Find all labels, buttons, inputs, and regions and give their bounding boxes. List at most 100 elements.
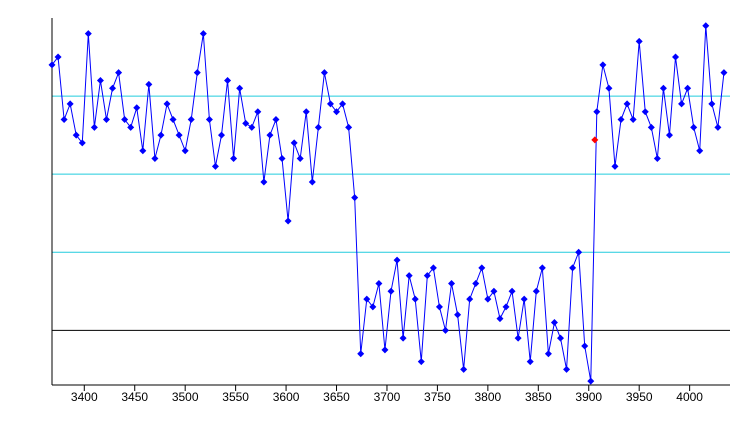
data-point xyxy=(557,334,564,342)
x-tick-label: 3400 xyxy=(71,390,98,404)
data-point xyxy=(333,108,341,116)
data-point xyxy=(460,365,468,373)
data-point xyxy=(550,319,558,327)
data-point xyxy=(611,162,619,170)
x-tick-label: 3650 xyxy=(323,390,350,404)
data-point xyxy=(54,53,62,61)
data-point xyxy=(248,123,256,131)
data-point xyxy=(193,69,201,77)
data-point xyxy=(484,295,492,303)
data-point xyxy=(181,147,189,155)
data-point xyxy=(224,76,232,84)
data-point xyxy=(78,139,86,147)
data-point xyxy=(466,295,474,303)
data-point xyxy=(569,264,577,272)
data-point xyxy=(66,100,74,108)
x-tick-label: 3500 xyxy=(172,390,199,404)
data-point xyxy=(254,108,262,116)
data-point xyxy=(647,123,655,131)
x-tick-label: 3800 xyxy=(475,390,502,404)
data-point xyxy=(429,264,437,272)
data-point xyxy=(514,334,522,342)
x-tick-label: 3700 xyxy=(374,390,401,404)
data-point xyxy=(127,123,135,131)
data-point xyxy=(272,116,280,124)
data-point xyxy=(405,272,413,280)
data-point xyxy=(290,139,298,147)
x-tick-label: 3450 xyxy=(121,390,148,404)
data-point xyxy=(266,131,274,139)
data-point xyxy=(538,264,546,272)
data-point xyxy=(60,116,68,124)
data-point xyxy=(205,116,213,124)
data-point xyxy=(623,100,631,108)
data-point xyxy=(230,155,238,163)
x-tick-label: 3950 xyxy=(626,390,653,404)
data-point xyxy=(381,346,389,354)
data-point xyxy=(502,303,510,311)
data-point xyxy=(641,108,649,116)
data-point xyxy=(678,100,686,108)
data-point xyxy=(393,256,401,264)
data-point xyxy=(139,147,147,155)
data-point xyxy=(617,116,625,124)
data-point xyxy=(260,178,268,186)
data-line xyxy=(51,25,725,382)
data-point xyxy=(115,69,123,77)
data-point xyxy=(441,326,449,334)
data-point xyxy=(320,69,328,77)
data-point xyxy=(339,100,347,108)
data-point xyxy=(417,358,425,366)
data-point xyxy=(490,287,498,295)
data-point xyxy=(199,30,207,38)
data-point xyxy=(520,295,528,303)
x-tick-label: 4000 xyxy=(676,390,703,404)
data-point xyxy=(48,61,56,69)
data-point xyxy=(357,350,365,358)
data-point xyxy=(563,365,571,373)
data-point xyxy=(496,315,504,323)
data-point xyxy=(399,334,407,342)
data-point xyxy=(720,69,728,77)
data-point xyxy=(635,37,643,45)
data-point xyxy=(284,217,292,225)
x-tick-label: 3750 xyxy=(424,390,451,404)
data-point xyxy=(532,287,540,295)
data-point xyxy=(684,84,692,92)
data-point xyxy=(629,116,637,124)
data-point xyxy=(599,61,607,69)
data-point xyxy=(187,116,195,124)
data-point xyxy=(145,80,153,88)
data-point xyxy=(593,108,601,116)
data-point xyxy=(605,84,613,92)
data-point xyxy=(369,303,377,311)
data-point xyxy=(587,377,595,385)
x-tick-label: 3550 xyxy=(222,390,249,404)
data-point xyxy=(454,311,462,319)
data-point xyxy=(84,30,92,38)
data-point xyxy=(411,295,419,303)
data-point xyxy=(581,342,589,350)
data-point xyxy=(163,100,171,108)
data-point xyxy=(544,350,552,358)
data-point xyxy=(102,116,110,124)
data-point xyxy=(133,104,141,112)
data-point xyxy=(702,22,710,30)
x-tick-label: 3850 xyxy=(525,390,552,404)
data-point xyxy=(575,248,583,256)
data-point xyxy=(696,147,704,155)
data-point xyxy=(345,123,353,131)
data-point xyxy=(278,155,286,163)
data-point xyxy=(109,84,117,92)
data-point xyxy=(296,155,304,163)
x-tick-label: 3600 xyxy=(273,390,300,404)
data-point xyxy=(72,131,80,139)
data-point xyxy=(478,264,486,272)
data-point xyxy=(169,116,177,124)
data-point xyxy=(308,178,316,186)
data-point xyxy=(121,116,129,124)
data-point xyxy=(653,155,661,163)
data-point xyxy=(508,287,516,295)
data-point xyxy=(714,123,722,131)
